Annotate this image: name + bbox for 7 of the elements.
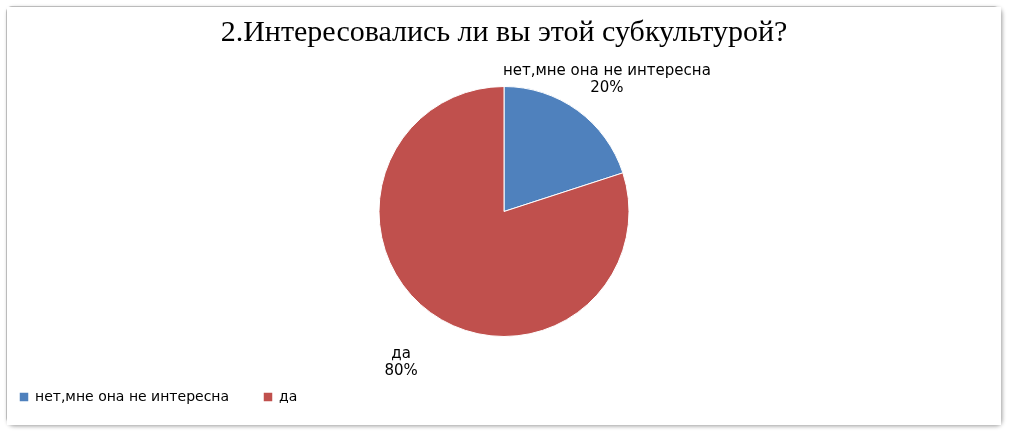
data-label: 20% [590, 77, 624, 96]
slice-label: нет,мне она не интересна [502, 60, 711, 79]
legend-label: нет,мне она не интересна [35, 388, 230, 404]
legend-label: да [279, 388, 298, 404]
slice-label: да [391, 344, 411, 363]
data-label: 80% [384, 361, 418, 380]
chart-title: 2.Интересовались ли вы этой субкультурой? [220, 14, 788, 47]
